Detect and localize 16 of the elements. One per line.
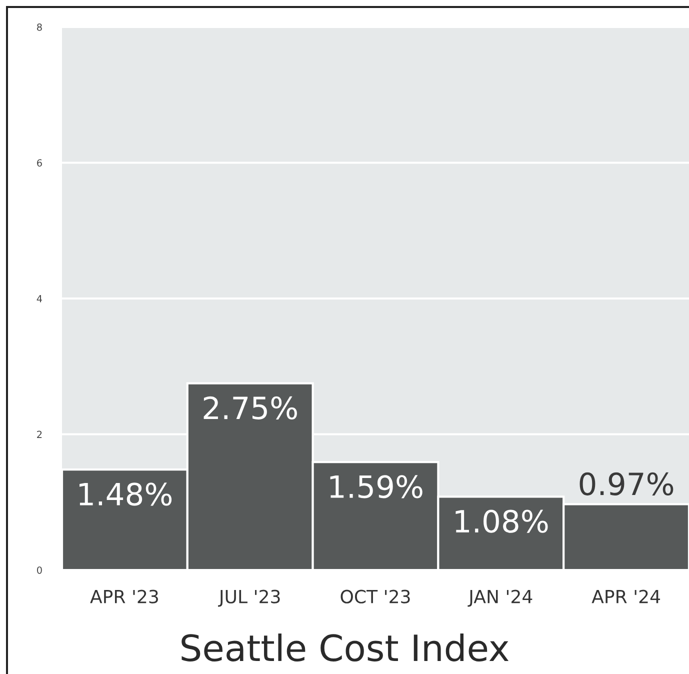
y-tick-label: 4 [36, 295, 42, 302]
data-label: 1.08% [456, 510, 548, 533]
data-label: 1.59% [330, 475, 422, 498]
x-tick-label: OCT '23 [340, 590, 410, 604]
data-label: 1.48% [80, 482, 172, 506]
x-tick-label: APR '23 [90, 590, 158, 604]
data-label: 2.75% [204, 396, 297, 420]
y-tick-label: 6 [37, 159, 42, 167]
text: Seattle Cost Index [182, 634, 509, 662]
y-tick-label: 8 [37, 23, 42, 31]
data-label: 0.97% [580, 472, 674, 496]
y-tick-label: 2 [37, 430, 42, 438]
x-tick-label: JUL '23 [218, 590, 280, 607]
x-tick-label: APR '24 [592, 590, 660, 604]
x-tick-label: JAN '24 [468, 590, 532, 607]
y-tick-label: 0 [37, 566, 42, 574]
